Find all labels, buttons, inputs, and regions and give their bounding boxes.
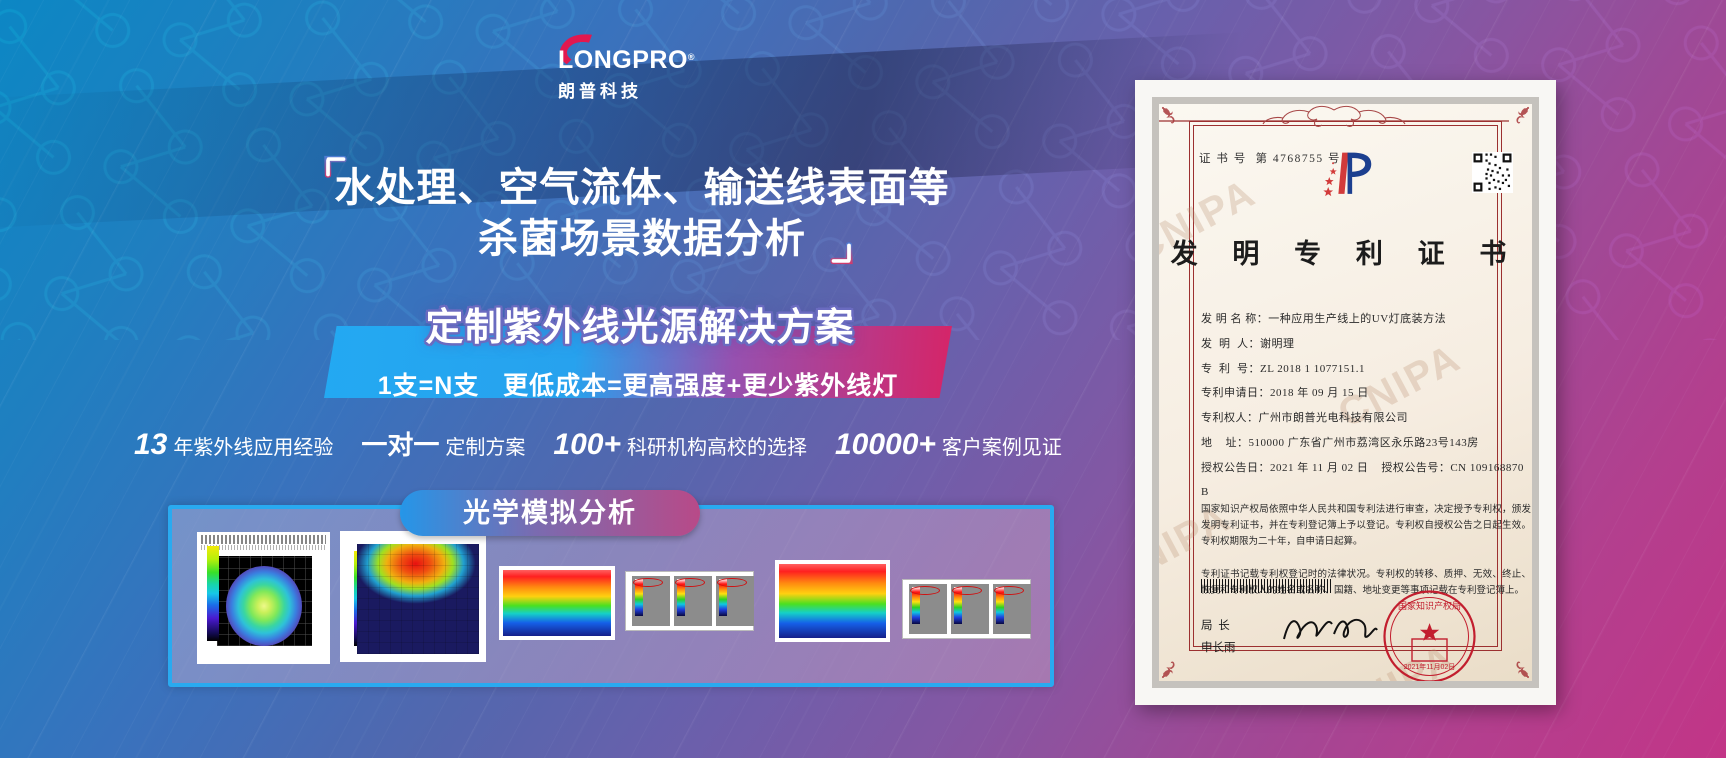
svg-text:2021年11月02日: 2021年11月02日 bbox=[1404, 662, 1456, 671]
svg-text:国家知识产权局: 国家知识产权局 bbox=[1398, 600, 1461, 611]
